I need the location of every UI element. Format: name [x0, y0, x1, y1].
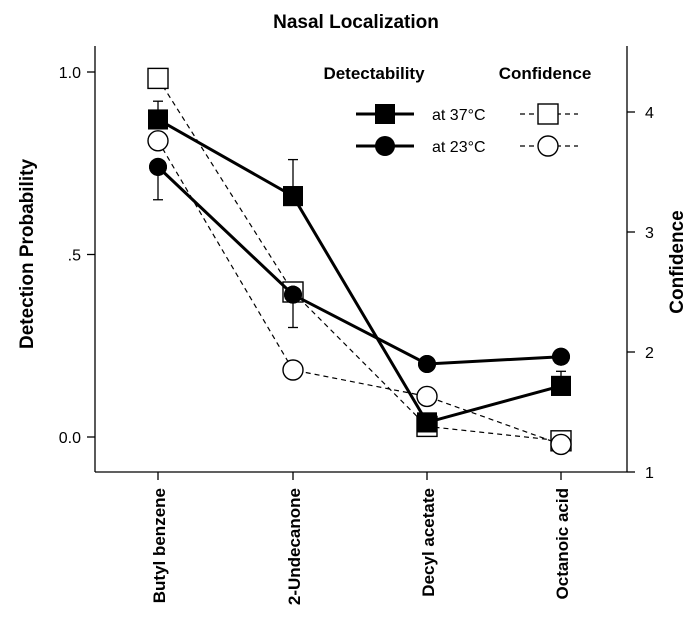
legend-label-37: at 37°C	[432, 107, 486, 124]
series-layer	[147, 67, 572, 456]
data-point-circle-open	[550, 433, 572, 456]
legend-header-confidence: Confidence	[499, 64, 592, 83]
legend-marker-circle-filled	[375, 136, 395, 156]
series-line	[156, 165, 562, 366]
data-point-square	[148, 109, 168, 130]
data-point-square	[551, 375, 571, 396]
left-tick-label: 1.0	[59, 65, 81, 82]
plot-frame	[94, 46, 628, 473]
legend: Detectability Confidence at 37°C at 23°C	[323, 64, 592, 157]
series-markers-top	[149, 157, 570, 373]
legend-header-detectability: Detectability	[323, 64, 425, 83]
x-tick-label: Decyl acetate	[419, 488, 438, 597]
left-tick-label: 0.0	[59, 430, 81, 447]
y2-axis-label: Confidence	[667, 210, 688, 313]
left-tick-label: .5	[68, 248, 81, 265]
series-line	[157, 118, 562, 425]
right-tick-label: 4	[645, 105, 654, 122]
data-point-circle-open	[416, 385, 438, 408]
data-point-circle	[284, 285, 302, 304]
right-tick-label: 3	[645, 225, 654, 242]
series-markers-top	[148, 109, 571, 433]
series-confidence-at23c	[147, 130, 572, 456]
legend-marker-circle-open	[537, 135, 559, 157]
series-detectability-at23c	[149, 157, 570, 373]
series-line	[157, 140, 562, 445]
right-axis-ticks: 1 2 3 4	[627, 105, 654, 482]
x-axis-ticks: Butyl benzene 2-Undecanone Decyl acetate Oc…	[150, 472, 572, 605]
data-point-square	[283, 186, 303, 207]
right-tick-label: 2	[645, 345, 654, 362]
right-tick-label: 1	[645, 465, 654, 482]
x-tick-label: Butyl benzene	[150, 488, 169, 603]
data-point-circle	[552, 347, 570, 366]
series-confidence-at37c	[147, 67, 572, 452]
chart-title: Nasal Localization	[273, 12, 439, 33]
data-point-circle-open	[282, 359, 304, 381]
data-point-circle	[149, 157, 167, 176]
legend-marker-square-filled	[375, 104, 395, 124]
legend-entry-37: at 37°C	[356, 103, 578, 125]
data-point-circle	[418, 355, 436, 373]
x-tick-label: 2-Undecanone	[285, 488, 304, 605]
x-tick-label: Octanoic acid	[553, 488, 572, 599]
legend-label-23: at 23°C	[432, 139, 486, 156]
legend-marker-square-open	[537, 103, 559, 125]
y-axis-label: Detection Probability	[17, 159, 38, 349]
left-axis-ticks: 1.0 .5 0.0	[59, 65, 95, 447]
data-point-circle-open	[147, 130, 169, 152]
legend-entry-23: at 23°C	[356, 135, 578, 157]
data-point-square-open	[147, 67, 169, 90]
series-line	[157, 78, 562, 442]
data-point-square	[417, 412, 437, 433]
